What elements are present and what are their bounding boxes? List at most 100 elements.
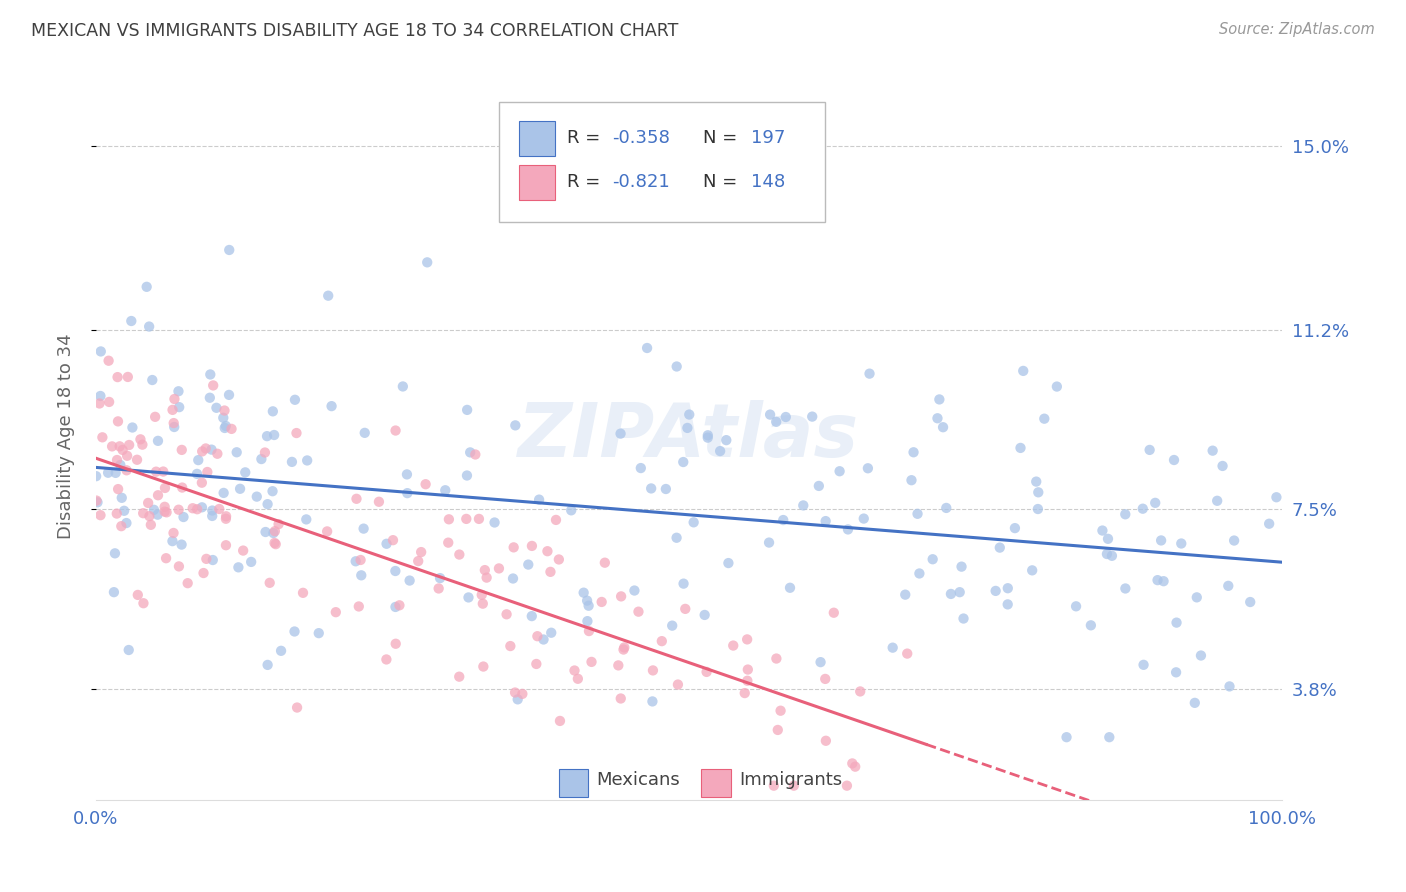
Point	[181, 501, 204, 516]
Point	[997, 581, 1019, 595]
Point	[641, 694, 664, 708]
Text: Mexicans: Mexicans	[596, 771, 681, 789]
Point	[214, 403, 236, 417]
Point	[346, 491, 368, 506]
Point	[135, 280, 157, 294]
Point	[153, 481, 176, 495]
Point	[1097, 532, 1119, 546]
Point	[520, 539, 543, 553]
Point	[696, 665, 718, 679]
Point	[1258, 516, 1281, 531]
Point	[264, 537, 287, 551]
Point	[709, 444, 731, 458]
Point	[900, 473, 922, 487]
Point	[198, 391, 221, 405]
Point	[1046, 379, 1069, 393]
Point	[564, 664, 586, 678]
Point	[841, 756, 863, 771]
Point	[186, 502, 208, 516]
Point	[232, 543, 254, 558]
Point	[950, 559, 973, 574]
Point	[186, 467, 208, 481]
Text: 197: 197	[751, 129, 785, 147]
Point	[163, 416, 186, 430]
Point	[115, 516, 138, 530]
Point	[1132, 657, 1154, 672]
Point	[382, 533, 405, 548]
Point	[132, 596, 155, 610]
FancyBboxPatch shape	[519, 165, 555, 200]
Point	[214, 421, 236, 435]
Point	[118, 438, 141, 452]
FancyBboxPatch shape	[499, 102, 825, 222]
Point	[270, 644, 292, 658]
Point	[1010, 441, 1032, 455]
Point	[762, 779, 785, 793]
Point	[225, 445, 247, 459]
Point	[737, 673, 759, 688]
Point	[676, 421, 699, 435]
Point	[612, 642, 634, 657]
Point	[107, 482, 129, 496]
Point	[368, 495, 391, 509]
Point	[665, 359, 688, 374]
Point	[250, 452, 273, 467]
Point	[132, 506, 155, 520]
Point	[207, 447, 229, 461]
Point	[488, 561, 510, 575]
Point	[90, 344, 112, 359]
Point	[118, 643, 141, 657]
Point	[533, 632, 555, 647]
Point	[97, 466, 120, 480]
Point	[576, 593, 599, 607]
Point	[295, 512, 318, 526]
Point	[1189, 648, 1212, 663]
Point	[526, 629, 548, 643]
Point	[176, 576, 198, 591]
Point	[1091, 524, 1114, 538]
Point	[193, 566, 215, 580]
Point	[1021, 563, 1043, 577]
Point	[506, 692, 529, 706]
Point	[89, 396, 111, 410]
Point	[201, 508, 224, 523]
Point	[1265, 490, 1288, 504]
Point	[672, 576, 695, 591]
Point	[512, 687, 534, 701]
Point	[200, 442, 222, 457]
Point	[775, 410, 797, 425]
Point	[548, 714, 571, 728]
Point	[607, 658, 630, 673]
Point	[105, 507, 128, 521]
Point	[91, 430, 114, 444]
Point	[111, 442, 134, 457]
Point	[449, 670, 471, 684]
Point	[429, 571, 451, 585]
Point	[263, 428, 285, 442]
Point	[170, 538, 193, 552]
Point	[1153, 574, 1175, 589]
Point	[716, 433, 738, 447]
Point	[229, 482, 252, 496]
Point	[86, 495, 108, 509]
Point	[138, 509, 160, 524]
Point	[191, 444, 214, 458]
Point	[578, 624, 600, 638]
Point	[107, 370, 129, 384]
Point	[908, 566, 931, 581]
Point	[1026, 502, 1049, 516]
Point	[384, 424, 406, 438]
Point	[581, 655, 603, 669]
Text: Source: ZipAtlas.com: Source: ZipAtlas.com	[1219, 22, 1375, 37]
Point	[325, 605, 347, 619]
Point	[263, 524, 285, 538]
Point	[735, 632, 758, 647]
Point	[672, 455, 695, 469]
Point	[427, 582, 450, 596]
Point	[259, 575, 281, 590]
Point	[503, 685, 526, 699]
Point	[195, 552, 218, 566]
Point	[285, 425, 308, 440]
Point	[205, 401, 228, 415]
Point	[1025, 475, 1047, 489]
